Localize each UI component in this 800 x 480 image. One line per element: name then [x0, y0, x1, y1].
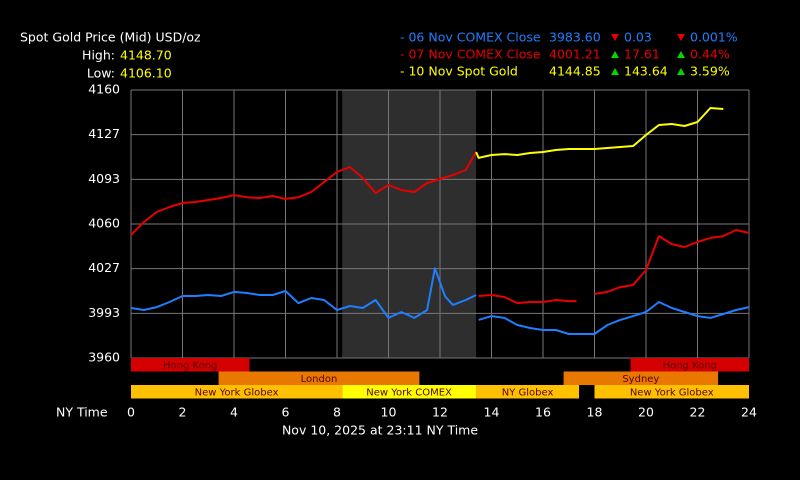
pct-arrow	[677, 34, 685, 41]
y-tick-label: 4093	[88, 171, 120, 186]
legend-close: 4001.21	[549, 47, 601, 62]
legend-change: 143.64	[624, 64, 668, 79]
x-tick-label: 18	[587, 405, 603, 420]
series-line	[130, 267, 750, 335]
session-label: London	[301, 374, 338, 385]
pct-arrow	[677, 51, 685, 58]
change-arrow	[611, 34, 619, 41]
low-label: Low:	[87, 66, 115, 81]
y-tick-label: 3993	[88, 305, 120, 320]
change-arrow	[611, 51, 619, 58]
legend-pct: 0.001%	[690, 30, 738, 45]
chart-title: Spot Gold Price (Mid) USD/oz	[20, 30, 201, 45]
y-tick-label: 4127	[88, 126, 120, 141]
session-bar	[563, 371, 719, 385]
session-bar	[218, 371, 420, 385]
y-tick-label: 3960	[88, 350, 120, 365]
session-bar	[131, 385, 343, 399]
legend-name: - 07 Nov COMEX Close	[400, 47, 541, 62]
session-bar	[131, 358, 250, 372]
x-tick-label: 8	[333, 405, 341, 420]
session-label: New York Globex	[630, 387, 714, 398]
session-bar	[594, 385, 749, 399]
footer: Nov 10, 2025 at 23:11 NY Time	[282, 423, 478, 438]
legend-close: 3983.60	[549, 30, 601, 45]
legend-change: 0.03	[624, 30, 652, 45]
y-tick-label: 4060	[88, 216, 120, 231]
session-label: Sydney	[622, 374, 659, 385]
session-bar	[476, 385, 580, 399]
x-tick-label: 20	[638, 405, 654, 420]
series-line	[475, 107, 724, 159]
y-tick-label: 4027	[88, 260, 120, 275]
pct-arrow	[677, 68, 685, 75]
x-tick-label: 14	[484, 405, 500, 420]
x-axis-label: NY Time	[56, 405, 108, 420]
x-tick-label: 6	[282, 405, 290, 420]
session-label: NY Globex	[502, 387, 554, 398]
x-tick-label: 10	[381, 405, 397, 420]
high-label: High:	[82, 48, 115, 63]
series-line	[130, 151, 750, 305]
x-tick-label: 24	[741, 405, 757, 420]
session-label: New York COMEX	[366, 387, 452, 398]
y-tick-label: 4160	[88, 82, 120, 97]
x-tick-label: 0	[127, 405, 135, 420]
session-bar	[342, 385, 477, 399]
high-value: 4148.70	[120, 48, 172, 63]
session-bar	[630, 358, 749, 372]
legend-name: - 06 Nov COMEX Close	[400, 30, 541, 45]
session-label: Hong Kong	[163, 360, 217, 371]
legend-pct: 3.59%	[690, 64, 730, 79]
legend-close: 4144.85	[549, 64, 601, 79]
x-tick-label: 22	[690, 405, 706, 420]
session-label: New York Globex	[195, 387, 279, 398]
low-value: 4106.10	[120, 66, 172, 81]
change-arrow	[611, 68, 619, 75]
x-tick-label: 4	[230, 405, 238, 420]
x-tick-label: 2	[179, 405, 187, 420]
legend-pct: 0.44%	[690, 47, 730, 62]
session-label: Hong Kong	[663, 360, 717, 371]
x-tick-label: 16	[535, 405, 551, 420]
legend-change: 17.61	[624, 47, 660, 62]
legend-name: - 10 Nov Spot Gold	[400, 64, 518, 79]
x-tick-label: 12	[432, 405, 448, 420]
